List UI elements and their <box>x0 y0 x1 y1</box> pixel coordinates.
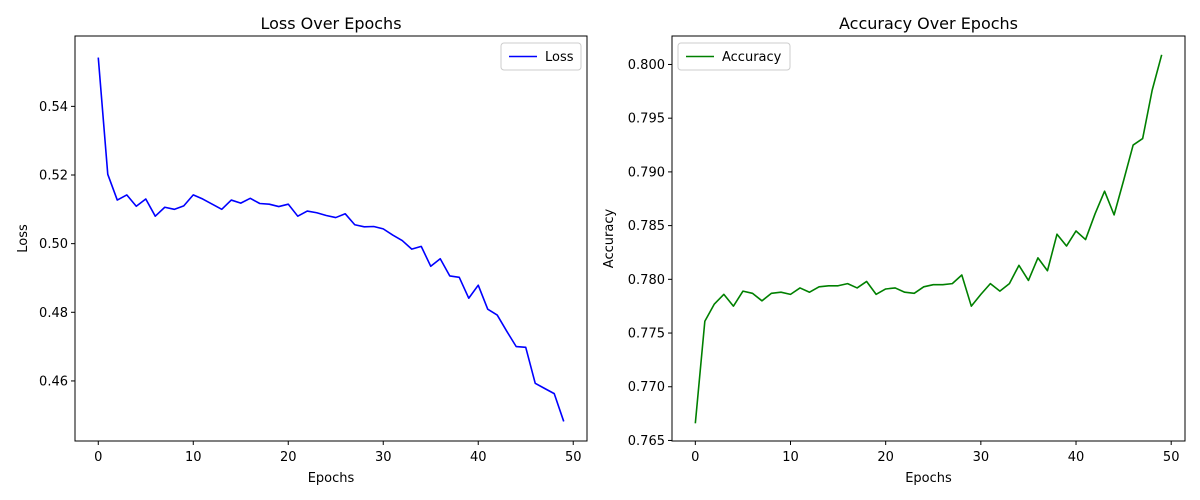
loss-legend-label: Loss <box>545 50 574 65</box>
loss-y-tick-label: 0.54 <box>39 100 68 115</box>
accuracy-x-tick-label: 30 <box>973 450 990 465</box>
accuracy-legend-box <box>677 42 791 71</box>
loss-y-tick-label: 0.48 <box>39 306 68 321</box>
accuracy-y-tick-label: 0.795 <box>628 112 665 127</box>
accuracy-legend-label: Accuracy <box>722 50 782 65</box>
loss-y-tick-label: 0.46 <box>39 374 68 389</box>
loss-y-tick-label: 0.52 <box>39 169 68 184</box>
accuracy-x-tick-label: 50 <box>1163 450 1180 465</box>
accuracy-x-tick-label: 40 <box>1068 450 1085 465</box>
accuracy-y-tick-label: 0.790 <box>628 165 665 180</box>
accuracy-chart: Accuracy Over Epochs 0 10 20 30 40 50 0.765 0.77… <box>602 14 1186 486</box>
loss-x-axis-label: Epochs <box>308 471 355 486</box>
loss-x-tick-label: 50 <box>565 450 582 465</box>
loss-x-tick-label: 40 <box>470 450 487 465</box>
accuracy-legend: Accuracy <box>677 42 791 71</box>
accuracy-series-line <box>694 54 1163 424</box>
accuracy-y-tick-label: 0.775 <box>628 327 665 342</box>
loss-axes-frame <box>74 35 588 442</box>
loss-chart: Loss Over Epochs 0 10 20 30 40 50 0.46 0.48 0.50 0… <box>16 14 588 486</box>
loss-x-tick-label: 10 <box>185 450 202 465</box>
loss-legend: Loss <box>500 42 582 71</box>
accuracy-y-tick-label: 0.780 <box>628 273 665 288</box>
accuracy-y-tick-label: 0.800 <box>628 58 665 73</box>
accuracy-chart-title: Accuracy Over Epochs <box>839 14 1018 33</box>
accuracy-x-axis-label: Epochs <box>905 471 952 486</box>
loss-series-line <box>97 57 565 422</box>
accuracy-axes-frame <box>671 35 1186 442</box>
loss-x-tick-label: 20 <box>280 450 297 465</box>
loss-y-axis-label: Loss <box>16 224 31 253</box>
loss-chart-title: Loss Over Epochs <box>260 14 401 33</box>
accuracy-x-tick-label: 20 <box>877 450 894 465</box>
accuracy-y-tick-label: 0.770 <box>628 380 665 395</box>
accuracy-x-tick-label: 10 <box>782 450 799 465</box>
accuracy-x-tick-label: 0 <box>691 450 699 465</box>
accuracy-y-tick-label: 0.785 <box>628 219 665 234</box>
accuracy-y-axis-label: Accuracy <box>602 209 617 269</box>
loss-legend-box <box>500 42 582 71</box>
loss-y-tick-label: 0.50 <box>39 237 68 252</box>
accuracy-y-tick-label: 0.765 <box>628 434 665 449</box>
loss-x-tick-label: 30 <box>375 450 392 465</box>
loss-x-tick-label: 0 <box>94 450 102 465</box>
